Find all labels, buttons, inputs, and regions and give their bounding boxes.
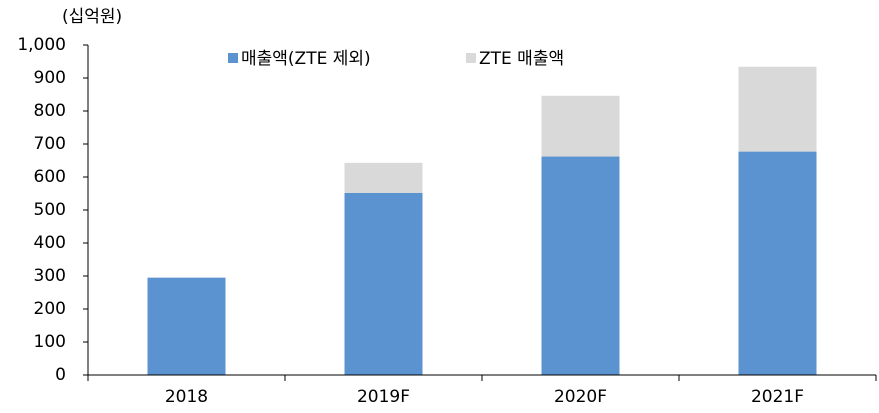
y-tick-label: 400 (34, 233, 66, 253)
y-tick-label: 800 (34, 101, 66, 121)
legend-swatch (466, 53, 476, 63)
bar-segment (738, 151, 817, 375)
legend-label: 매출액(ZTE 제외) (241, 49, 371, 69)
bar-segment (541, 156, 620, 375)
y-tick-label: 500 (34, 200, 66, 220)
y-tick-label: 0 (55, 365, 66, 385)
legend-swatch (228, 53, 238, 63)
y-tick-label: 1,000 (17, 35, 66, 55)
bar-segment (344, 192, 423, 375)
x-tick-label: 2018 (165, 387, 208, 407)
legend-label: ZTE 매출액 (479, 49, 564, 69)
y-tick-label: 200 (34, 299, 66, 319)
x-tick-label: 2020F (554, 387, 607, 407)
x-tick-label: 2019F (357, 387, 410, 407)
y-tick-label: 300 (34, 266, 66, 286)
y-tick-label: 100 (34, 332, 66, 352)
y-axis-label: (십억원) (62, 7, 122, 27)
bar-segment (344, 162, 423, 193)
bar-segment (147, 277, 226, 375)
y-tick-label: 700 (34, 134, 66, 154)
y-tick-label: 600 (34, 167, 66, 187)
x-tick-label: 2021F (751, 387, 804, 407)
bar-segment (738, 66, 817, 152)
y-tick-label: 900 (34, 68, 66, 88)
bar-segment (541, 95, 620, 157)
